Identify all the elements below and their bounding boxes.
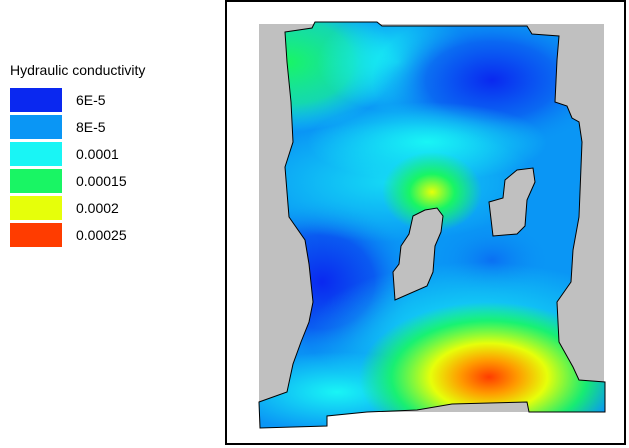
legend-item: 8E-5 <box>10 113 145 140</box>
legend-title: Hydraulic conductivity <box>10 62 146 78</box>
legend-swatch <box>10 222 62 247</box>
domain-boundary <box>258 21 606 429</box>
legend-label: 0.00015 <box>76 172 127 189</box>
legend-swatch <box>10 141 62 166</box>
legend-item: 6E-5 <box>10 86 145 113</box>
legend-item: 0.0001 <box>10 140 145 167</box>
legend-swatch <box>10 195 62 220</box>
legend-item: 0.0002 <box>10 194 145 221</box>
legend-label: 0.0002 <box>76 199 119 216</box>
legend-item: 0.00015 <box>10 167 145 194</box>
map-legend: Hydraulic conductivity 6E-5 8E-5 0.0001 … <box>10 62 145 248</box>
legend-label: 8E-5 <box>76 118 106 135</box>
legend-swatch <box>10 114 62 139</box>
conductivity-map <box>227 21 624 443</box>
legend-label: 0.00025 <box>76 226 127 243</box>
legend-item: 0.00025 <box>10 221 145 248</box>
inner-island-east <box>488 167 536 237</box>
legend-swatch <box>10 87 62 112</box>
legend-swatch <box>10 168 62 193</box>
legend-label: 6E-5 <box>76 91 106 108</box>
map-frame <box>225 0 626 445</box>
legend-label: 0.0001 <box>76 145 119 162</box>
inner-island-west <box>392 207 444 301</box>
